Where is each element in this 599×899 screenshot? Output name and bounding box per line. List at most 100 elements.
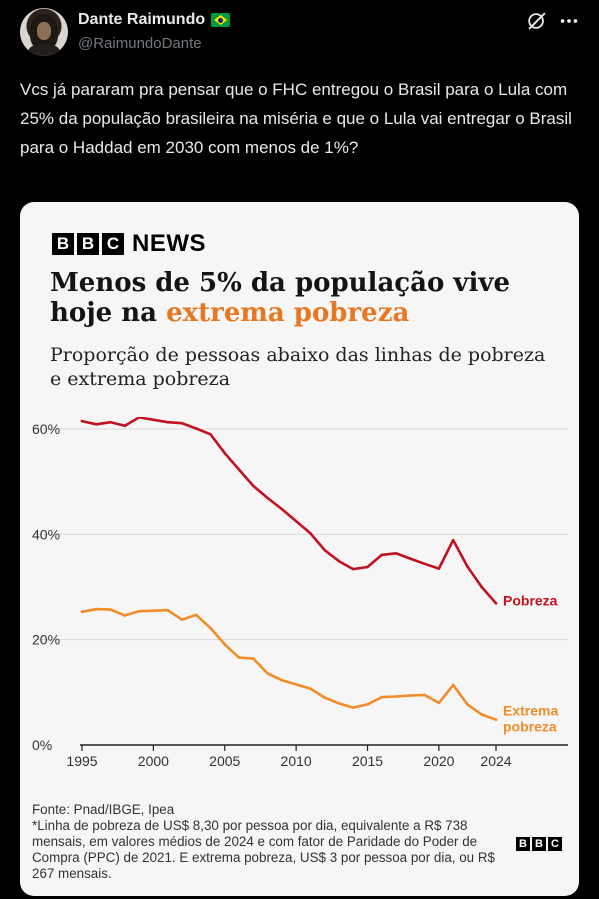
data-point xyxy=(466,565,469,568)
data-point xyxy=(280,507,284,511)
data-point xyxy=(266,672,269,675)
data-point xyxy=(280,678,284,682)
data-point xyxy=(423,562,426,566)
data-point xyxy=(480,713,484,716)
y-tick-label: 0% xyxy=(32,737,52,753)
bbc-small-letter: C xyxy=(548,837,562,851)
data-point xyxy=(394,695,398,698)
y-tick-label: 20% xyxy=(32,632,60,648)
tweet-header: Dante Raimundo @RaimundoDante xyxy=(20,8,585,58)
data-point xyxy=(137,609,141,613)
x-tick-label: 2020 xyxy=(423,753,454,769)
bbc-small-logo: B B C xyxy=(516,837,562,851)
data-point xyxy=(380,553,384,557)
data-point xyxy=(466,703,469,706)
x-tick-label: 2015 xyxy=(352,753,383,769)
data-point xyxy=(137,417,141,419)
data-point xyxy=(109,420,112,424)
brazil-flag-icon xyxy=(211,13,231,27)
bbc-small-letter: B xyxy=(516,837,530,851)
data-point xyxy=(209,432,212,436)
data-point xyxy=(109,608,112,611)
avatar-face xyxy=(37,22,51,40)
data-point xyxy=(237,468,241,471)
series-label-pobreza: Pobreza xyxy=(503,592,558,608)
data-point xyxy=(366,565,369,569)
grok-icon[interactable] xyxy=(526,10,548,32)
data-point xyxy=(194,427,198,430)
chart-source: Fonte: Pnad/IBGE, Ipea *Linha de pobreza… xyxy=(32,802,512,882)
data-point xyxy=(337,702,341,705)
data-point xyxy=(351,567,355,571)
series-label-extrema-pobreza: Extrema xyxy=(503,703,558,719)
data-point xyxy=(423,693,426,697)
author-name[interactable]: Dante Raimundo xyxy=(78,11,231,29)
avatar-body xyxy=(28,44,60,56)
data-point xyxy=(494,602,498,605)
data-point xyxy=(252,657,255,660)
data-point xyxy=(323,696,326,699)
bbc-logo-news: NEWS xyxy=(132,230,206,257)
chart-title-part1: Menos de 5% da população vive hoje na xyxy=(50,268,510,328)
x-tick-label: 2005 xyxy=(209,753,240,769)
bbc-logo-letter: C xyxy=(102,233,124,255)
data-point xyxy=(94,422,98,426)
x-tick-label: 2010 xyxy=(281,753,312,769)
bbc-logo-letter: B xyxy=(77,233,99,255)
data-point xyxy=(437,701,441,705)
bbc-small-letter: B xyxy=(532,837,546,851)
data-point xyxy=(409,557,412,560)
data-point xyxy=(80,610,84,614)
series-line-pobreza xyxy=(80,417,498,605)
data-point xyxy=(123,424,127,428)
chart-title-highlight: extrema pobreza xyxy=(166,298,410,328)
data-point xyxy=(494,718,498,722)
bbc-news-logo: B B C NEWS xyxy=(52,230,206,258)
x-tick-label: 1995 xyxy=(66,753,97,769)
data-point xyxy=(166,420,169,424)
more-options-icon[interactable] xyxy=(558,10,580,32)
data-point xyxy=(266,496,269,500)
author-name-text[interactable]: Dante Raimundo xyxy=(78,11,206,28)
data-point xyxy=(166,608,169,612)
data-point xyxy=(437,567,441,570)
data-point xyxy=(180,618,184,621)
data-point xyxy=(252,484,255,488)
data-point xyxy=(480,585,484,589)
data-point xyxy=(237,656,241,659)
data-point xyxy=(380,695,384,699)
chart-subtitle: Proporção de pessoas abaixo das linhas d… xyxy=(50,344,546,390)
y-tick-label: 40% xyxy=(32,526,60,542)
data-point xyxy=(80,419,84,423)
data-point xyxy=(351,706,355,709)
series-label-extrema-pobreza-line2: pobreza xyxy=(503,719,557,735)
author-handle[interactable]: @RaimundoDante xyxy=(78,35,202,52)
data-point xyxy=(223,643,227,646)
data-point xyxy=(366,703,369,706)
data-point xyxy=(309,531,312,535)
x-tick-label: 2024 xyxy=(480,753,511,769)
data-point xyxy=(180,421,184,425)
data-point xyxy=(209,626,212,630)
data-point xyxy=(394,551,398,555)
data-point xyxy=(94,607,98,611)
avatar[interactable] xyxy=(20,8,68,56)
data-point xyxy=(451,538,455,542)
data-point xyxy=(194,613,198,617)
chart-title: Menos de 5% da população vive hoje na ex… xyxy=(50,268,550,328)
line-chart: 0% 20% 40% 60% 1995 2000 2005 2010 2015 2020 2024 P… xyxy=(32,417,568,769)
data-point xyxy=(409,694,412,697)
chart-image-card[interactable]: B B C NEWS Menos de 5% da população vive… xyxy=(20,202,579,896)
data-point xyxy=(451,683,455,687)
x-tick-label: 2000 xyxy=(138,753,169,769)
source-line: Fonte: Pnad/IBGE, Ipea xyxy=(32,802,175,817)
data-point xyxy=(309,687,312,690)
y-tick-label: 60% xyxy=(32,421,60,437)
data-point xyxy=(337,559,341,563)
tweet-text: Vcs já pararam pra pensar que o FHC entr… xyxy=(20,80,572,157)
data-point xyxy=(223,451,227,455)
series-line-extrema-pobreza xyxy=(80,607,498,721)
data-point xyxy=(323,548,326,552)
source-note: *Linha de pobreza de US$ 8,30 por pessoa… xyxy=(32,818,495,881)
bbc-logo-letter: B xyxy=(52,233,74,255)
